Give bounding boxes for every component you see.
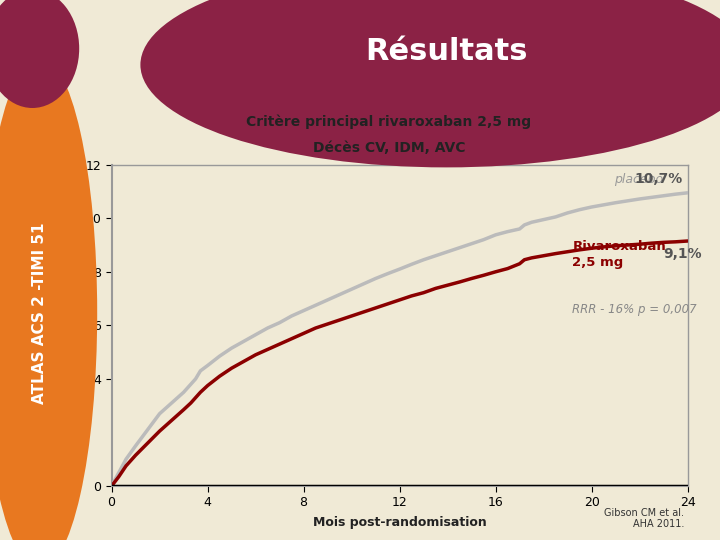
Y-axis label: Taux cumulé d'événements (% ): Taux cumulé d'événements (% )	[67, 231, 80, 420]
Text: Critère principal rivaroxaban 2,5 mg: Critère principal rivaroxaban 2,5 mg	[246, 114, 531, 129]
Text: ATLAS ACS 2 -TIMI 51: ATLAS ACS 2 -TIMI 51	[32, 222, 47, 404]
Text: 9,1%: 9,1%	[664, 247, 702, 261]
Text: Gibson CM et al.
AHA 2011.: Gibson CM et al. AHA 2011.	[604, 508, 684, 529]
X-axis label: Mois post-randomisation: Mois post-randomisation	[312, 516, 487, 529]
Text: Rivaroxaban: Rivaroxaban	[572, 240, 666, 253]
Text: 10,7%: 10,7%	[634, 172, 683, 186]
Text: 2,5 mg: 2,5 mg	[572, 256, 624, 269]
Text: RRR - 16% p = 0,007: RRR - 16% p = 0,007	[572, 303, 697, 316]
Text: placebo: placebo	[614, 173, 664, 186]
Text: Résultats: Résultats	[365, 37, 528, 66]
Text: Décès CV, IDM, AVC: Décès CV, IDM, AVC	[312, 141, 465, 156]
